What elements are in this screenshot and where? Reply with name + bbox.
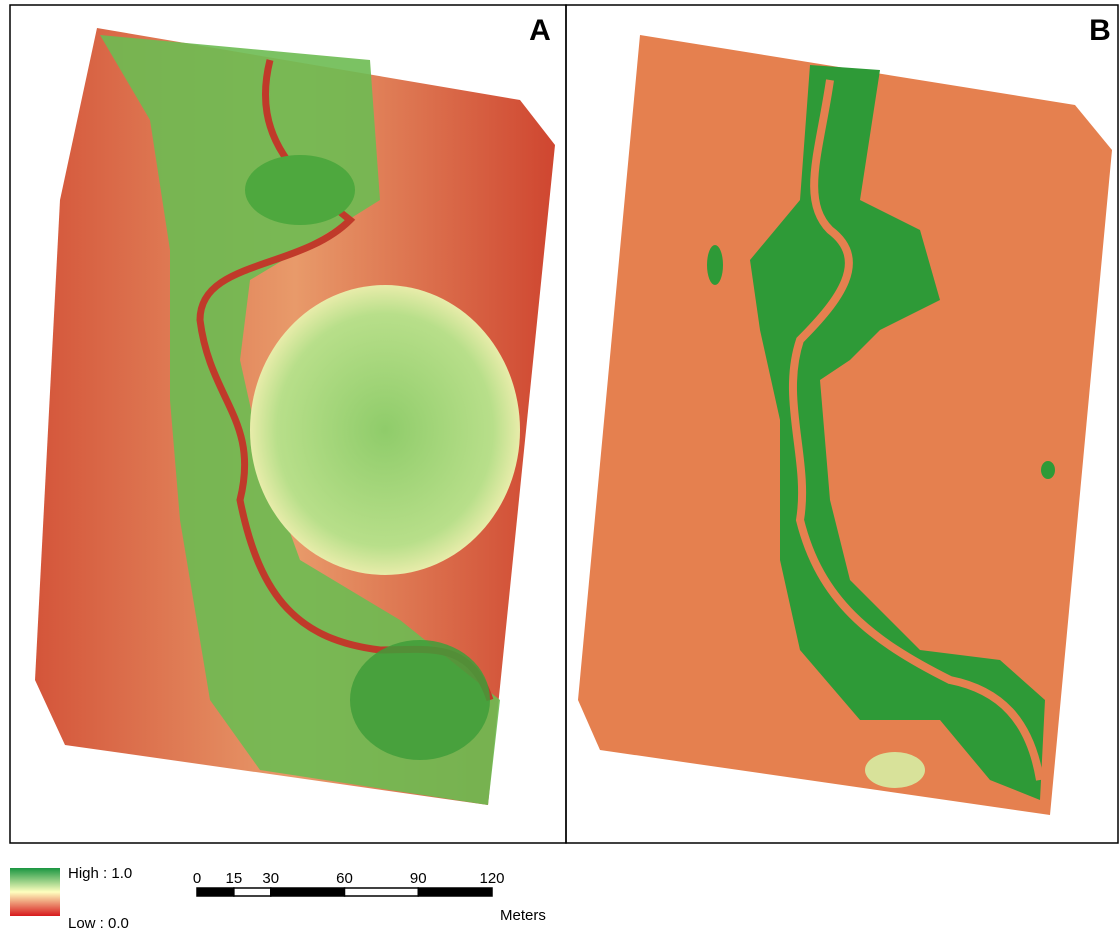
scale-segment bbox=[234, 888, 271, 896]
panel-label: B bbox=[1089, 14, 1111, 47]
scale-label: 90 bbox=[410, 870, 427, 887]
map-b bbox=[578, 35, 1112, 815]
scale-unit: Meters bbox=[500, 907, 546, 924]
scale-label: 60 bbox=[336, 870, 353, 887]
scale-segment bbox=[418, 888, 492, 896]
scale-label: 0 bbox=[193, 870, 201, 887]
scale-segment bbox=[271, 888, 345, 896]
legend-ramp bbox=[10, 868, 60, 916]
scale-label: 15 bbox=[226, 870, 243, 887]
legend-high: High : 1.0 bbox=[68, 865, 132, 882]
scale-label: 30 bbox=[262, 870, 279, 887]
panel-label: A bbox=[529, 14, 551, 47]
figure: A B High : 1.0 Low : 0.0 Meters 0 15 30 60 9… bbox=[0, 0, 1119, 938]
scale-segment bbox=[345, 888, 419, 896]
scale-segment bbox=[197, 888, 234, 896]
page: A B High : 1.0 Low : 0.0 Meters 0 15 30 60 9… bbox=[0, 0, 1119, 938]
map-a bbox=[35, 28, 555, 805]
scale-label: 120 bbox=[479, 870, 504, 887]
legend-low: Low : 0.0 bbox=[68, 915, 129, 932]
